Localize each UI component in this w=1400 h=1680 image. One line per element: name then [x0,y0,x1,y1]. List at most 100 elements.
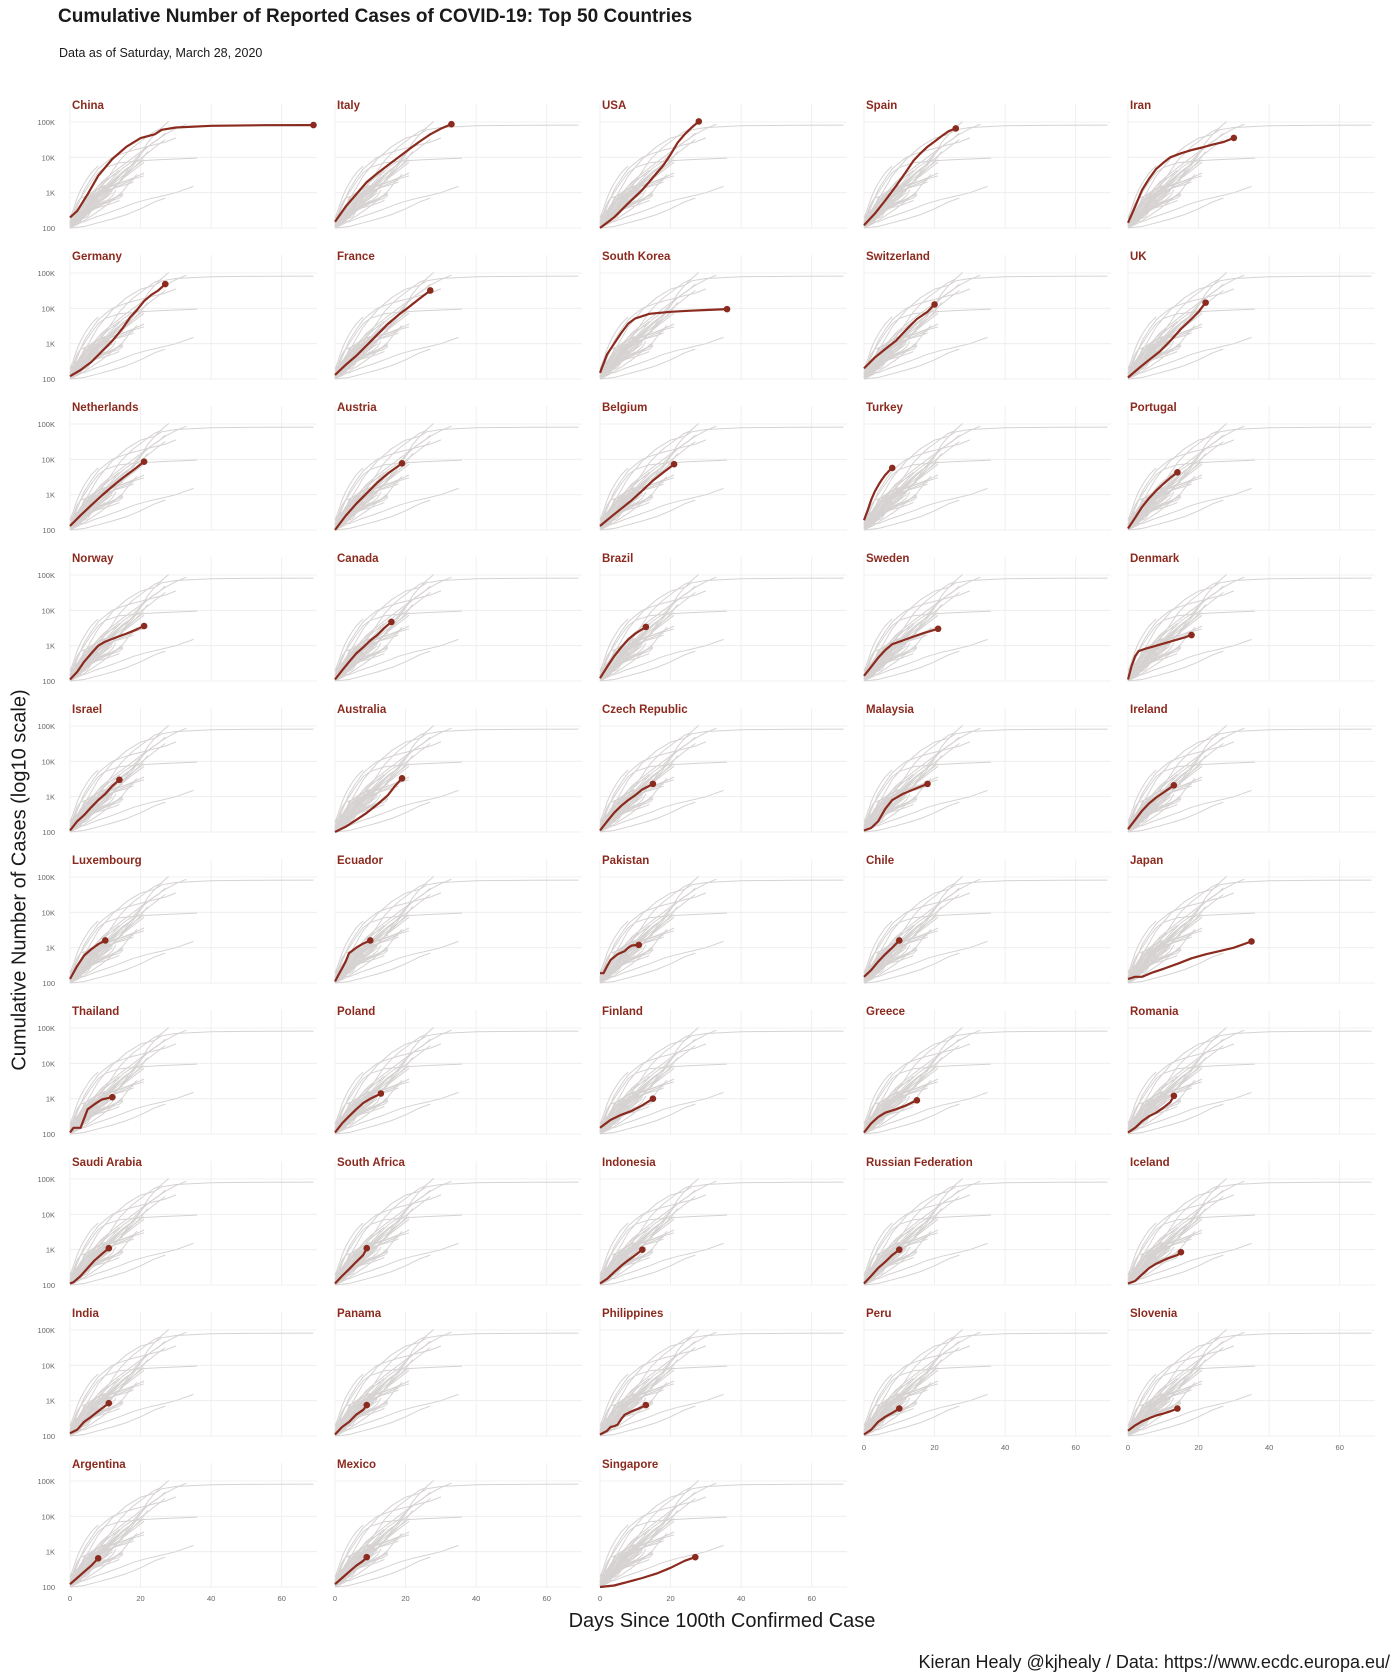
background-series-line [1127,326,1203,375]
x-tick-label: 0 [862,1443,866,1452]
background-series-line [1127,1103,1224,1135]
background-series-line [69,879,314,973]
background-series-line [599,912,728,977]
background-series-line [1127,1214,1256,1279]
background-series-line [334,1242,459,1282]
y-tick-label: 1K [46,1397,55,1406]
panel-ecuador: Ecuador [334,855,582,984]
background-series-line [1127,779,1203,828]
highlight-series-line [334,1404,368,1436]
background-series-line [863,502,914,526]
background-series-line [599,1103,696,1135]
background-series-line [69,1242,194,1282]
x-axis-label: Days Since 100th Confirmed Case [568,1610,876,1632]
background-series-line [1127,1404,1175,1435]
panel-romania: Romania [1127,1006,1375,1135]
background-series-line [599,1405,696,1437]
y-tick-label: 10K [42,1361,55,1370]
panel-finland: Finland [599,1006,847,1135]
background-series-line [863,728,1108,822]
background-series-line [1127,879,1372,973]
highlight-series-line [334,1092,382,1134]
background-series-line [599,800,647,831]
x-tick-label: 0 [68,1594,72,1603]
background-series-line [599,351,650,375]
panel-peru: Peru 0 20 40 60 [862,1308,1111,1452]
background-series-line [863,308,992,373]
highlight-series-line [334,1556,368,1586]
background-series-line [335,340,374,370]
highlight-series-line [1127,471,1179,530]
x-tick-label: 20 [136,1594,144,1603]
background-series-line [863,124,1108,218]
background-series-line [1127,912,1256,977]
background-series-line [599,741,707,828]
panel-label: Spain [866,100,897,112]
y-tick-label: 100K [37,722,55,731]
y-tick-label: 100 [42,1432,55,1441]
panel-turkey: Turkey [862,402,1111,531]
highlight-series-line [69,778,121,832]
highlight-series-line [863,627,939,677]
background-series-line [863,1405,960,1437]
x-tick-label: 20 [930,1443,938,1452]
background-series-line [334,761,463,826]
background-series-line [1127,1254,1224,1286]
highlight-series-line [863,782,928,832]
panel-label: Brazil [602,553,633,565]
panel-austria: Austria [334,402,582,531]
highlight-endpoint [363,1401,371,1409]
background-series-line [1127,197,1161,226]
panel-label: Mexico [337,1459,376,1471]
background-series-line [69,1222,99,1276]
y-tick-label: 1K [46,642,55,651]
panel-label: Portugal [1130,402,1177,414]
background-series-line [599,653,650,677]
panel-poland: Poland [334,1006,582,1135]
panel-south-africa: South Africa [334,1157,582,1286]
background-series-line [334,1373,364,1427]
background-series-line [69,275,314,369]
background-series-line [599,590,707,677]
background-series-line [69,499,166,531]
background-series-line [599,275,844,369]
highlight-endpoint [101,937,109,944]
panel-label: Ireland [1130,704,1168,716]
background-series-line [599,1556,633,1585]
y-tick-label: 100 [42,677,55,686]
panel-label: Thailand [72,1006,119,1018]
y-tick-label: 100 [42,1281,55,1290]
highlight-endpoint [895,1405,903,1412]
background-series-line [864,189,903,219]
background-series-line [69,137,177,224]
background-series-line [599,165,629,219]
highlight-series-line [863,1407,900,1436]
background-series-line [1127,1232,1203,1281]
highlight-endpoint [140,458,148,465]
background-series-line [69,467,99,521]
background-series-line [863,779,939,828]
panel-label: Poland [337,1006,375,1018]
background-series-line [599,498,647,529]
background-series-line [334,467,364,521]
background-series-line [1128,1095,1167,1125]
panel-label: South Korea [602,251,671,263]
background-series-line [334,498,382,529]
background-series-line [335,1397,374,1427]
highlight-series-line [599,463,675,527]
panel-label: USA [602,100,626,112]
background-series-line [1127,1365,1256,1430]
background-series-line [599,1373,629,1427]
background-series-line [863,951,911,982]
background-series-line [863,348,897,377]
background-series-line [599,649,647,680]
background-series-line [863,1081,939,1130]
background-series-line [1127,348,1224,380]
background-series-line [69,728,314,822]
background-series-line [1127,487,1252,527]
background-series-line [334,1071,364,1125]
background-series-line [863,1030,1108,1124]
background-series-line [863,1063,992,1128]
highlight-series-line [862,467,893,521]
background-series-line [863,137,971,224]
